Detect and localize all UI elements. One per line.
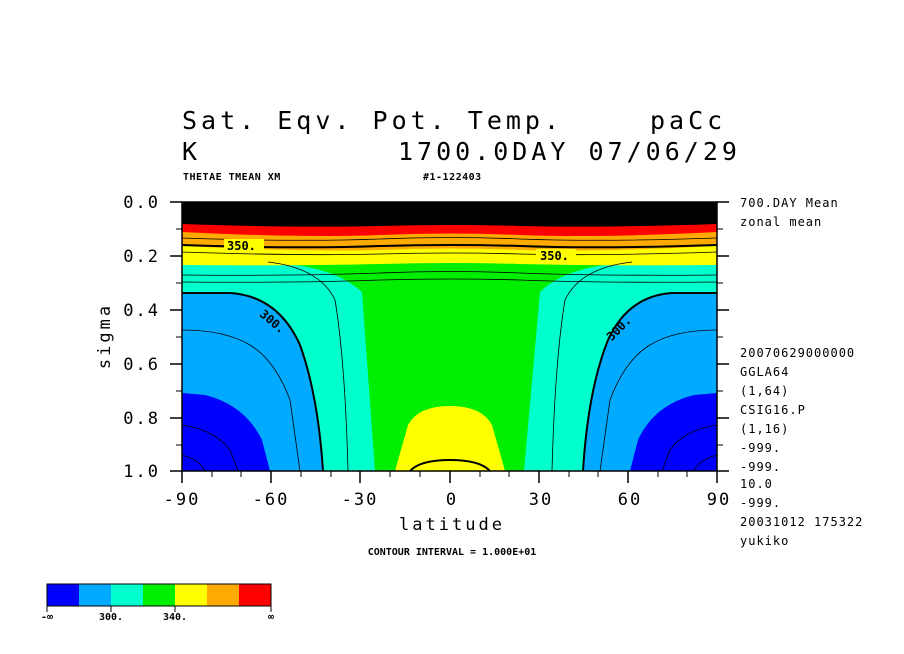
y-tick-label: 0.2 — [123, 247, 160, 267]
side-info-zonal: zonal mean — [740, 215, 823, 229]
title-time: 1700.0DAY 07/06/29 — [398, 137, 741, 166]
bold-contour-lines — [182, 244, 717, 471]
colorbar-label: -∞ — [41, 612, 53, 623]
colorbar-swatch — [79, 584, 111, 606]
band-dense-contours — [182, 202, 717, 227]
colorbar-label: 340. — [163, 612, 187, 623]
colorbar-swatch — [239, 584, 271, 606]
side-info-value: 10.0 — [740, 477, 773, 491]
side-info-grid: GGLA64 — [740, 365, 790, 379]
band-blue-left — [182, 393, 270, 471]
colorbar-swatch — [143, 584, 175, 606]
axis-ticks — [170, 201, 729, 483]
side-info-missing-2: -999. — [740, 460, 782, 474]
contour-lines — [182, 237, 717, 471]
x-tick-label: -30 — [342, 490, 379, 510]
axis-minor-ticks — [176, 228, 723, 477]
colorbar-swatch — [207, 584, 239, 606]
title-units: K — [182, 137, 202, 166]
side-info-user: yukiko — [740, 534, 790, 548]
colorbar-swatch — [47, 584, 79, 606]
band-blue-right — [630, 393, 717, 471]
side-info-grid-range: (1,64) — [740, 384, 790, 398]
band-yellow-surface — [395, 406, 505, 471]
contour-fill-layer — [182, 202, 717, 471]
x-tick-label: 60 — [618, 490, 642, 510]
y-tick-label: 0.0 — [123, 193, 160, 213]
chart-title: Sat. Eqv. Pot. Temp. — [182, 106, 564, 135]
contour-interval: CONTOUR INTERVAL = 1.000E+01 — [368, 547, 537, 558]
x-tick-label: 0 — [446, 490, 458, 510]
side-info-level: CSIG16.P — [740, 403, 806, 417]
colorbar-label: ∞ — [268, 612, 274, 623]
y-tick-label: 1.0 — [123, 462, 160, 482]
side-info-missing-1: -999. — [740, 441, 782, 455]
y-tick-label: 0.8 — [123, 409, 160, 429]
y-tick-label: 0.6 — [123, 355, 160, 375]
variable-label: THETAE TMEAN XM — [183, 172, 281, 183]
side-info-mean: 700.DAY Mean — [740, 196, 839, 210]
x-axis-label: latitude — [399, 515, 505, 535]
colorbar-label: 300. — [99, 612, 123, 623]
side-info-level-range: (1,16) — [740, 422, 790, 436]
colorbar: -∞ 300. 340. ∞ — [41, 583, 274, 623]
y-tick-label: 0.4 — [123, 301, 160, 321]
x-tick-label: 90 — [707, 490, 731, 510]
title-code: paCc — [650, 106, 727, 135]
side-info-timestamp: 20031012 175322 — [740, 515, 864, 529]
y-axis-label: sigma — [95, 303, 115, 369]
side-info-missing-3: -999. — [740, 496, 782, 510]
colorbar-swatch — [175, 584, 207, 606]
x-tick-label: -90 — [164, 490, 201, 510]
contour-label-350-left: 350. — [227, 239, 256, 253]
contour-label-350-right: 350. — [540, 249, 569, 263]
colorbar-swatch — [111, 584, 143, 606]
x-tick-label: -60 — [253, 490, 290, 510]
side-info-date: 20070629000000 — [740, 346, 856, 360]
x-tick-label: 30 — [529, 490, 553, 510]
run-label: #1-122403 — [423, 172, 482, 183]
